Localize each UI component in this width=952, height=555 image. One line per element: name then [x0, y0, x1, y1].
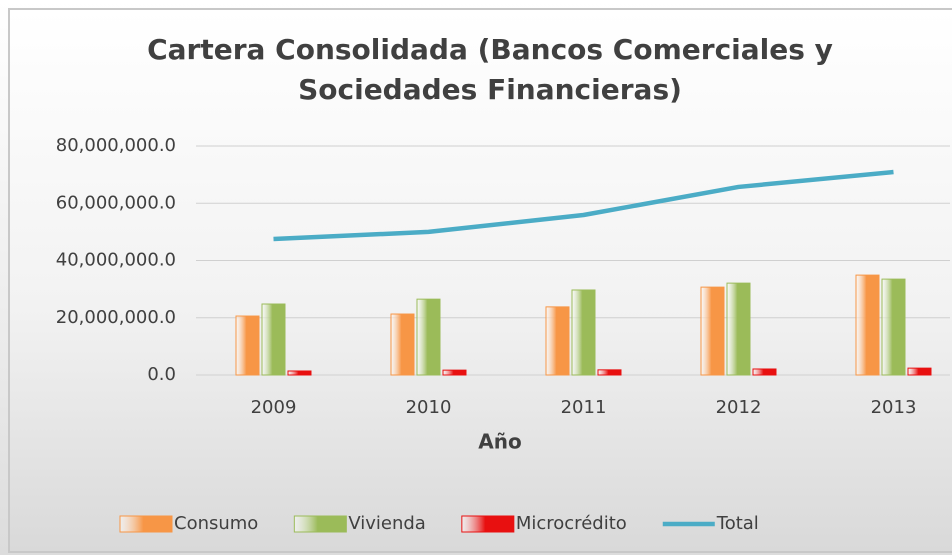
y-tick-label: 60,000,000.0 — [56, 192, 176, 213]
bar — [597, 369, 622, 376]
x-tick-label: 2009 — [251, 397, 297, 418]
legend-label: Microcrédito — [516, 513, 627, 534]
legend-swatch — [293, 515, 347, 533]
bar — [752, 368, 777, 376]
x-tick-label: 2013 — [871, 397, 917, 418]
legend-label: Total — [716, 513, 759, 534]
line-series — [273, 169, 894, 242]
y-tick-label: 0.0 — [147, 364, 176, 385]
x-tick-label: 2010 — [406, 397, 452, 418]
bar — [287, 370, 312, 376]
legend-label: Vivienda — [348, 513, 426, 534]
bar — [390, 313, 415, 376]
bar — [545, 306, 570, 376]
bar — [881, 278, 906, 376]
legend-swatch — [461, 515, 515, 533]
x-axis-title: Año — [478, 430, 521, 454]
legend-swatch — [119, 515, 173, 533]
bar — [907, 367, 932, 376]
y-tick-label: 20,000,000.0 — [56, 307, 176, 328]
x-tick-label: 2011 — [561, 397, 607, 418]
bar — [442, 369, 467, 376]
bar — [855, 274, 880, 376]
bar — [700, 286, 725, 376]
bar — [416, 298, 441, 376]
bar — [261, 303, 286, 376]
chart-title: Cartera Consolidada (Bancos Comerciales … — [147, 33, 833, 106]
chart-frame — [8, 8, 952, 553]
x-tick-label: 2012 — [716, 397, 762, 418]
y-tick-label: 40,000,000.0 — [56, 250, 176, 271]
bar — [571, 289, 596, 376]
bar — [235, 315, 260, 376]
legend-label: Consumo — [174, 513, 258, 534]
y-tick-label: 80,000,000.0 — [56, 135, 176, 156]
bar — [726, 282, 751, 376]
